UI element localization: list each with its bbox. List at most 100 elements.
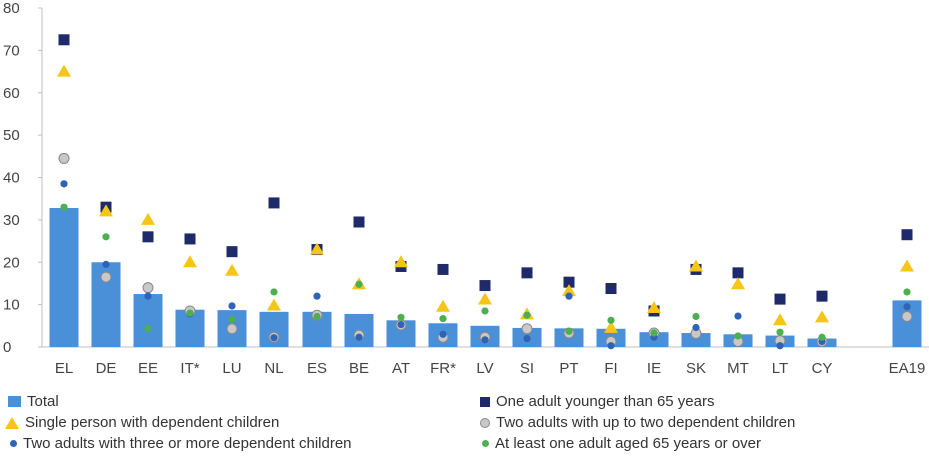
legend-item-two-adults-two: Two adults with up to two dependent chil…: [480, 414, 795, 431]
legend-grey-circle-swatch: [480, 417, 490, 428]
marker-elderly: [60, 203, 68, 211]
marker-single-person: [57, 64, 71, 77]
marker-one-adult: [479, 280, 491, 292]
marker-two-adults-two: [142, 282, 154, 294]
legend-item-two-adults-three: Two adults with three or more dependent …: [10, 435, 352, 452]
legend-square-swatch: [480, 396, 490, 407]
marker-single-person: [99, 204, 113, 217]
marker-two-adults-two: [521, 323, 533, 335]
marker-single-person: [562, 284, 576, 297]
marker-elderly: [144, 325, 152, 333]
marker-elderly: [228, 315, 236, 324]
legend-item-single-person: Single person with dependent children: [5, 414, 279, 431]
marker-two-adults-two: [901, 310, 913, 322]
bar-total: [681, 333, 711, 347]
legend-label-two-adults-two: Two adults with up to two dependent chil…: [496, 414, 796, 431]
marker-one-adult: [563, 276, 575, 288]
marker-two-adults-three: [776, 342, 784, 350]
y-tick-label: 60: [3, 85, 20, 102]
marker-one-adult: [437, 263, 449, 275]
legend-label-elderly: At least one adult aged 65 years or over: [495, 435, 762, 452]
marker-one-adult: [521, 267, 533, 279]
x-tick-label: FR*: [430, 360, 456, 377]
marker-elderly: [776, 328, 784, 336]
y-tick-label: 70: [3, 42, 20, 59]
y-tick-label: 0: [3, 339, 11, 356]
legend-blue-circle-swatch: [10, 440, 17, 447]
marker-elderly: [102, 233, 110, 241]
marker-elderly: [818, 333, 826, 341]
marker-two-adults-three: [60, 180, 68, 188]
marker-elderly: [607, 316, 615, 324]
x-axis-labels: EL DE EE IT* LU NL ES BE AT FR* LV SI PT FI IE SK MT LT CY…: [55, 360, 926, 377]
marker-two-adults-three: [313, 292, 321, 300]
x-tick-label: DE: [96, 360, 117, 377]
marker-two-adults-three: [481, 336, 489, 344]
marker-elderly: [734, 332, 742, 340]
x-tick-label: IT*: [180, 360, 199, 377]
marker-one-adult: [732, 267, 744, 279]
marker-elderly: [692, 312, 700, 321]
marker-single-person: [141, 212, 155, 225]
x-tick-label: LT: [772, 360, 788, 377]
marker-single-person: [815, 310, 829, 323]
marker-two-adults-three: [903, 303, 911, 311]
marker-single-person: [773, 313, 787, 326]
marker-elderly: [313, 312, 321, 321]
marker-single-person: [436, 299, 450, 312]
marker-one-adult: [58, 34, 70, 46]
legend-label-one-adult: One adult younger than 65 years: [496, 393, 715, 410]
marker-single-person: [731, 277, 745, 290]
marker-two-adults-two: [58, 152, 70, 164]
marker-one-adult: [605, 283, 617, 295]
marker-elderly: [650, 329, 658, 337]
marker-one-adult: [268, 197, 280, 209]
legend-green-circle-swatch: [482, 440, 489, 447]
marker-single-person: [267, 298, 281, 311]
marker-elderly: [523, 311, 531, 319]
marker-two-adults-three: [228, 302, 236, 310]
marker-two-adults-three: [734, 312, 742, 320]
marker-one-adult: [226, 246, 238, 258]
x-tick-label: EE: [138, 360, 158, 377]
y-axis-labels: 0 10 20 30 40 50 60 70 80: [3, 0, 20, 356]
marker-single-person: [689, 259, 703, 272]
y-tick-label: 20: [3, 254, 20, 271]
marker-single-person: [225, 263, 239, 276]
marker-two-adults-two: [100, 271, 112, 283]
marker-two-adults-three: [565, 292, 573, 300]
legend-label-total: Total: [27, 393, 59, 410]
marker-single-person: [900, 259, 914, 272]
x-tick-label: SK: [686, 360, 706, 377]
bars: [49, 208, 922, 347]
legend-label-single-person: Single person with dependent children: [25, 414, 280, 431]
marker-single-person: [647, 301, 661, 314]
x-tick-label: FI: [604, 360, 617, 377]
bar-total: [49, 208, 79, 347]
x-tick-label: SI: [520, 360, 534, 377]
marker-one-adult: [816, 290, 828, 302]
x-tick-label: LU: [222, 360, 241, 377]
legend-bar-swatch: [8, 396, 21, 407]
chart: EL DE EE IT* LU NL ES BE AT FR* LV SI PT FI IE SK MT LT CY…: [3, 0, 929, 377]
marker-elderly: [565, 327, 573, 335]
x-tick-label: PT: [559, 360, 578, 377]
legend-item-elderly: At least one adult aged 65 years or over: [482, 435, 761, 452]
marker-elderly: [439, 315, 447, 323]
legend-label-two-adults-three: Two adults with three or more dependent …: [23, 435, 352, 452]
marker-one-adult: [184, 233, 196, 245]
x-tick-label: CY: [812, 360, 833, 377]
marker-two-adults-three: [692, 323, 700, 332]
marker-two-adults-three: [523, 334, 531, 343]
marker-elderly: [355, 280, 363, 288]
y-tick-label: 30: [3, 212, 20, 229]
marker-two-adults-three: [102, 260, 110, 268]
bar-total: [133, 294, 163, 347]
marker-elderly: [186, 309, 194, 317]
x-tick-label: LV: [476, 360, 493, 377]
x-tick-label: AT: [392, 360, 410, 377]
marker-elderly: [903, 288, 911, 296]
y-tick-label: 50: [3, 127, 20, 144]
x-tick-label: EA19: [889, 360, 926, 377]
marker-one-adult: [353, 216, 365, 228]
